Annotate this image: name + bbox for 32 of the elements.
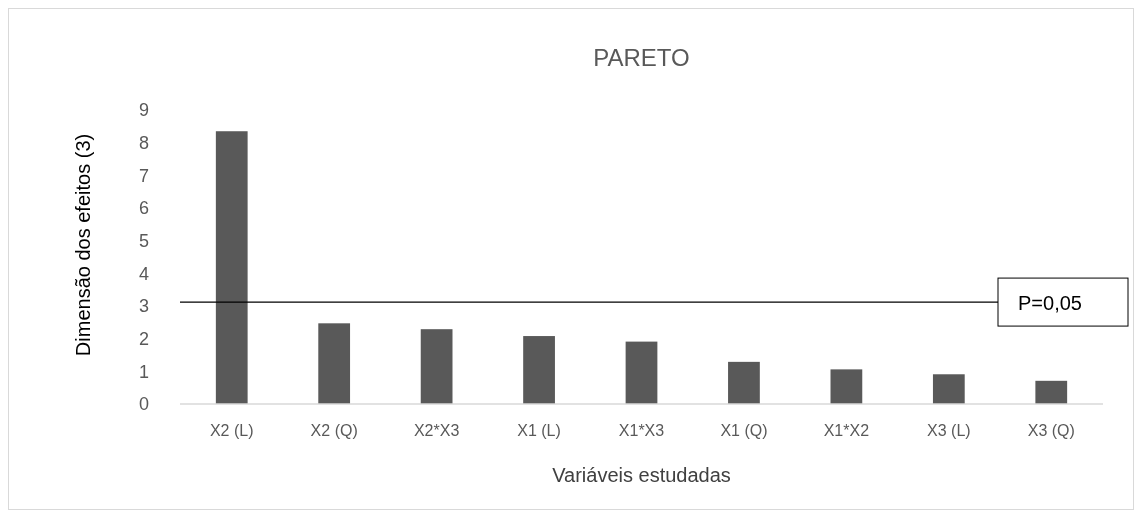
x-tick-label: X2 (Q): [310, 422, 358, 439]
bar: [728, 361, 760, 404]
x-tick-label: X2*X3: [413, 422, 460, 439]
y-axis-title: Dimensão dos efeitos (3): [72, 133, 94, 357]
bar: [625, 341, 658, 404]
annotation: P=0,05: [1018, 292, 1082, 315]
y-tick-label: 3: [138, 296, 150, 317]
x-axis-title: Variáveis estudadas: [552, 464, 731, 486]
y-tick-label: 0: [138, 394, 150, 415]
y-tick-label: 7: [138, 165, 150, 186]
x-tick-label: X2 (L): [209, 422, 254, 439]
bar: [420, 329, 453, 404]
chart-title: PARETO: [593, 44, 690, 71]
y-tick-label: 9: [138, 100, 150, 121]
x-tick-label: X1 (Q): [720, 422, 768, 439]
bar: [523, 336, 555, 404]
bar: [932, 374, 965, 404]
bar: [1035, 380, 1068, 404]
y-tick-label: 4: [138, 263, 150, 284]
x-tick-label: X1*X2: [823, 422, 870, 439]
y-tick-label: 2: [138, 328, 150, 349]
x-tick-label: X1*X3: [618, 422, 665, 439]
y-tick-label: 5: [138, 230, 150, 251]
y-tick-label: 6: [138, 198, 150, 219]
x-tick-label: X1 (L): [517, 422, 561, 439]
x-tick-label: X3 (L): [927, 422, 971, 439]
bar: [215, 131, 248, 404]
x-tick-label: X3 (Q): [1027, 422, 1075, 439]
y-tick-label: 8: [138, 132, 150, 153]
bar: [830, 369, 863, 404]
y-tick-label: 1: [138, 361, 150, 382]
bar: [318, 323, 351, 404]
